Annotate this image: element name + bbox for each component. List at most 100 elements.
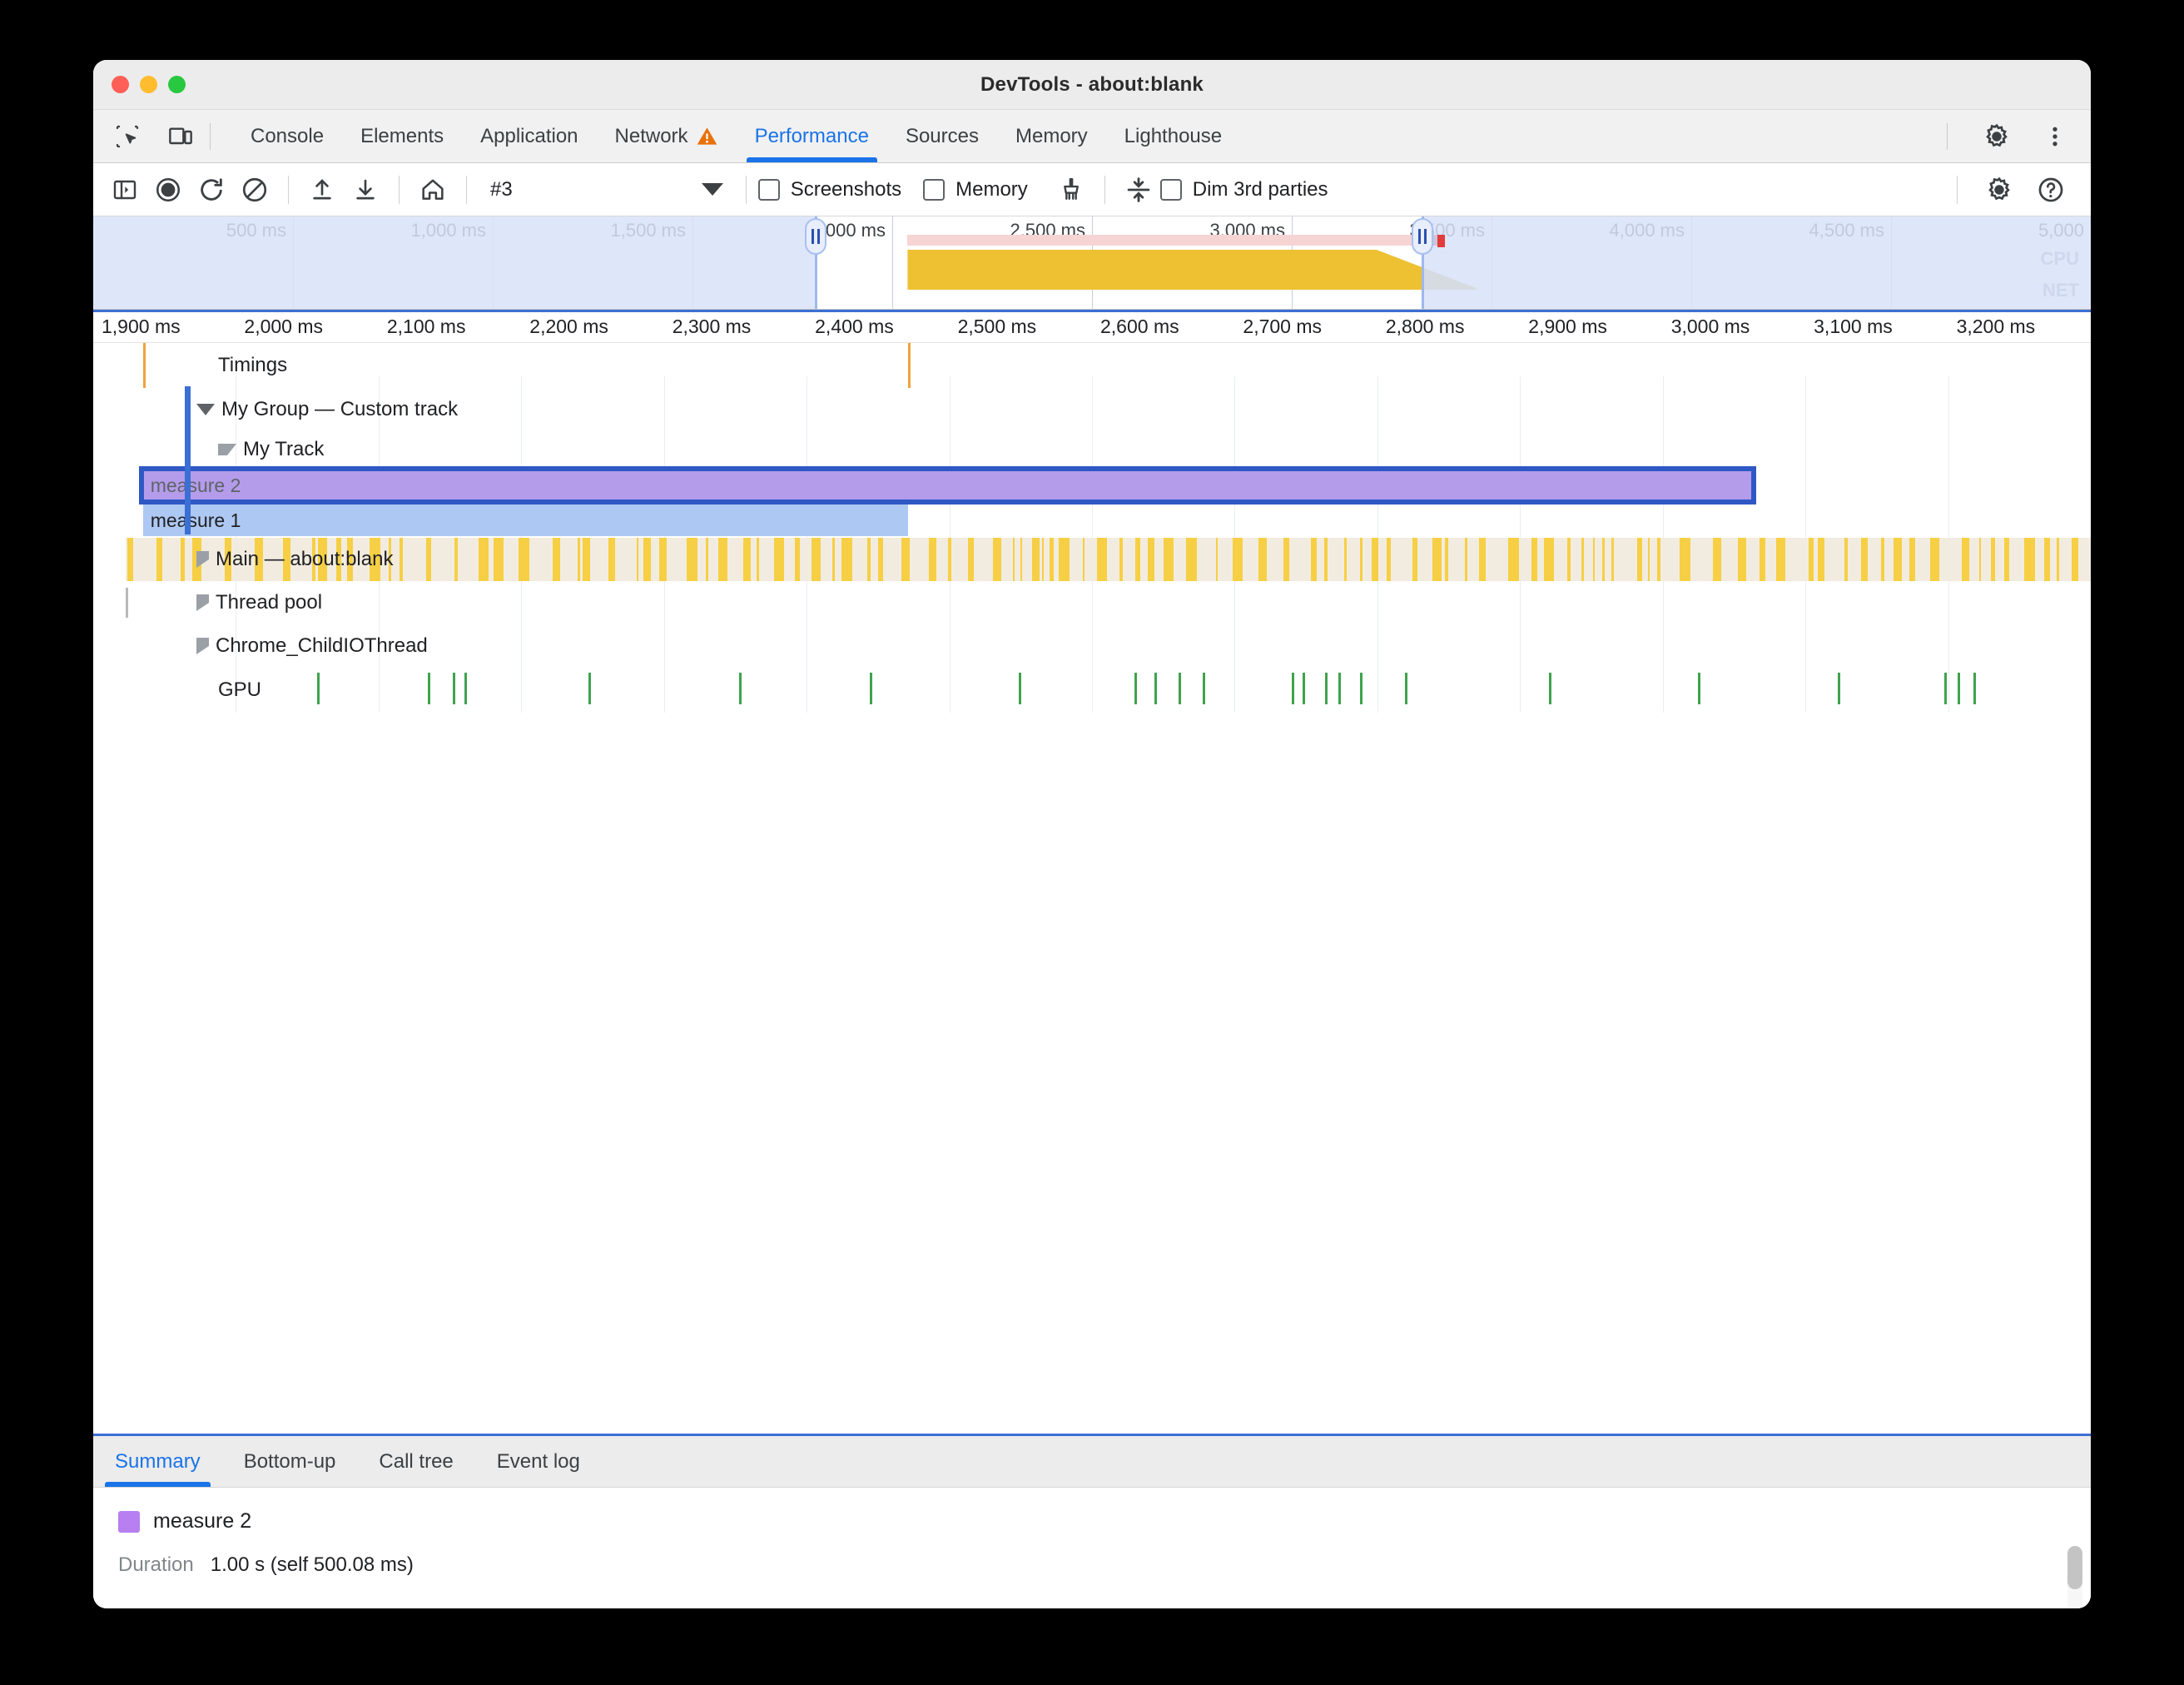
chevron-right-icon[interactable] bbox=[196, 594, 209, 611]
activity-stripe bbox=[1881, 538, 1885, 581]
checkbox-box[interactable] bbox=[923, 178, 946, 201]
track-header-threadpool[interactable]: Thread pool bbox=[93, 591, 322, 614]
activity-stripe bbox=[1738, 538, 1747, 581]
subtrack-header[interactable]: My Track bbox=[93, 438, 324, 461]
tab-network[interactable]: Network bbox=[597, 110, 737, 162]
flame-bar-measure-2[interactable]: measure 2 bbox=[138, 466, 1757, 505]
screenshots-checkbox[interactable]: Screenshots bbox=[757, 178, 901, 201]
tab-performance[interactable]: Performance bbox=[737, 110, 887, 162]
maximize-window-button[interactable] bbox=[168, 76, 186, 93]
chevron-down-icon[interactable] bbox=[196, 404, 215, 415]
timeline-overview[interactable]: 500 ms1,000 ms1,500 ms2,000 ms2,500 ms3,… bbox=[93, 216, 2091, 310]
selection-handle-left[interactable] bbox=[804, 218, 826, 255]
gpu-event-tick[interactable] bbox=[1549, 673, 1551, 704]
gpu-event-tick[interactable] bbox=[1303, 673, 1305, 704]
memory-checkbox[interactable]: Memory bbox=[923, 178, 1028, 201]
track-row-group[interactable]: My Group — Custom track bbox=[93, 388, 2091, 431]
event-row-measure2[interactable]: measure 2 bbox=[93, 466, 2091, 505]
reload-and-record-icon[interactable] bbox=[190, 168, 233, 211]
minimize-window-button[interactable] bbox=[140, 76, 157, 93]
selection-edge-left[interactable] bbox=[814, 216, 817, 309]
sidebar-toggle-icon[interactable] bbox=[103, 168, 146, 211]
timing-marker[interactable] bbox=[142, 343, 146, 388]
gpu-event-tick[interactable] bbox=[1325, 673, 1328, 704]
gpu-event-tick[interactable] bbox=[1019, 673, 1021, 704]
activity-stripe bbox=[225, 538, 232, 581]
gpu-event-tick[interactable] bbox=[1958, 673, 1960, 704]
tab-sources[interactable]: Sources bbox=[887, 110, 997, 162]
gear-icon[interactable] bbox=[1978, 117, 2016, 156]
gpu-event-tick[interactable] bbox=[1292, 673, 1294, 704]
gpu-event-tick[interactable] bbox=[453, 673, 455, 704]
timing-marker[interactable] bbox=[907, 343, 911, 388]
chevron-right-icon[interactable] bbox=[196, 638, 209, 654]
main-thread-activity-strip[interactable] bbox=[126, 538, 2091, 581]
tab-event-log[interactable]: Event log bbox=[475, 1436, 602, 1487]
save-profile-icon[interactable] bbox=[344, 168, 387, 211]
chevron-right-icon[interactable] bbox=[196, 551, 209, 568]
ruler-tick-label: 2,700 ms bbox=[1243, 316, 1323, 337]
chevron-down-icon[interactable] bbox=[218, 444, 236, 455]
recording-selector-label[interactable]: #3 bbox=[490, 177, 513, 201]
flame-bar-measure-1[interactable]: measure 1 bbox=[142, 505, 908, 536]
record-icon[interactable] bbox=[146, 168, 190, 211]
close-window-button[interactable] bbox=[112, 76, 129, 93]
event-row-measure1[interactable]: measure 1 bbox=[93, 503, 2091, 538]
history-dropdown-icon[interactable] bbox=[691, 168, 734, 211]
load-profile-icon[interactable] bbox=[300, 168, 344, 211]
track-header-main[interactable]: Main — about:blank bbox=[93, 548, 393, 571]
tab-memory[interactable]: Memory bbox=[997, 110, 1106, 162]
gpu-event-tick[interactable] bbox=[1179, 673, 1181, 704]
checkbox-box[interactable] bbox=[757, 178, 780, 201]
gpu-event-tick[interactable] bbox=[317, 673, 320, 704]
activity-stripe bbox=[1844, 538, 1849, 581]
gpu-event-tick[interactable] bbox=[1338, 673, 1341, 704]
panel-tabs: Console Elements Application Network Per… bbox=[232, 110, 1240, 162]
collapse-tracks-icon[interactable] bbox=[1117, 168, 1160, 211]
landing-page-icon[interactable] bbox=[411, 168, 454, 211]
gpu-event-tick[interactable] bbox=[588, 673, 591, 704]
clear-icon[interactable] bbox=[233, 168, 276, 211]
gpu-event-tick[interactable] bbox=[1203, 673, 1205, 704]
gpu-event-tick[interactable] bbox=[1973, 673, 1976, 704]
tab-call-tree[interactable]: Call tree bbox=[357, 1436, 474, 1487]
dim-third-parties-checkbox[interactable]: Dim 3rd parties bbox=[1159, 178, 1328, 201]
activity-stripe bbox=[643, 538, 652, 581]
track-row-threadpool[interactable]: Thread pool bbox=[93, 581, 2091, 624]
tab-lighthouse[interactable]: Lighthouse bbox=[1106, 110, 1240, 162]
gpu-event-tick[interactable] bbox=[1838, 673, 1840, 704]
device-toolbar-icon[interactable] bbox=[161, 117, 200, 156]
track-row-childio[interactable]: Chrome_ChildIOThread bbox=[93, 624, 2091, 668]
tab-summary[interactable]: Summary bbox=[93, 1436, 222, 1487]
gpu-event-tick[interactable] bbox=[1360, 673, 1363, 704]
track-row-main[interactable]: Main — about:blank bbox=[93, 538, 2091, 581]
tab-application[interactable]: Application bbox=[462, 110, 596, 162]
track-row-mytrack[interactable]: My Track bbox=[93, 431, 2091, 468]
tab-bottom-up[interactable]: Bottom-up bbox=[222, 1436, 358, 1487]
gpu-event-tick[interactable] bbox=[1154, 673, 1157, 704]
gpu-event-tick[interactable] bbox=[1405, 673, 1407, 704]
group-header[interactable]: My Group — Custom track bbox=[93, 398, 458, 421]
gpu-event-tick[interactable] bbox=[739, 673, 742, 704]
flame-chart-timeline[interactable]: 1,900 ms 2,000 ms 2,100 ms 2,200 ms 2,300 ms… bbox=[93, 310, 2091, 713]
help-icon[interactable] bbox=[2029, 168, 2072, 211]
checkbox-box[interactable] bbox=[1159, 178, 1182, 201]
tab-console[interactable]: Console bbox=[232, 110, 342, 162]
gpu-event-tick[interactable] bbox=[1698, 673, 1700, 704]
drawer-scrollbar[interactable] bbox=[2067, 1546, 2082, 1608]
selection-edge-right[interactable] bbox=[1421, 216, 1424, 309]
selection-handle-right[interactable] bbox=[1411, 218, 1433, 255]
gpu-event-tick[interactable] bbox=[1134, 673, 1137, 704]
clear-memory-icon[interactable] bbox=[1050, 168, 1093, 211]
inspect-element-icon[interactable] bbox=[108, 117, 146, 156]
track-header-childio[interactable]: Chrome_ChildIOThread bbox=[93, 634, 428, 658]
gpu-event-tick[interactable] bbox=[1944, 673, 1947, 704]
track-row-gpu[interactable]: GPU bbox=[93, 668, 2091, 713]
capture-settings-icon[interactable] bbox=[1978, 168, 2021, 211]
tab-elements[interactable]: Elements bbox=[342, 110, 462, 162]
gpu-event-tick[interactable] bbox=[428, 673, 430, 704]
track-row-timings[interactable]: Timings bbox=[93, 343, 2091, 388]
gpu-event-tick[interactable] bbox=[464, 673, 467, 704]
gpu-event-tick[interactable] bbox=[870, 673, 872, 704]
more-options-icon[interactable] bbox=[2036, 117, 2074, 156]
